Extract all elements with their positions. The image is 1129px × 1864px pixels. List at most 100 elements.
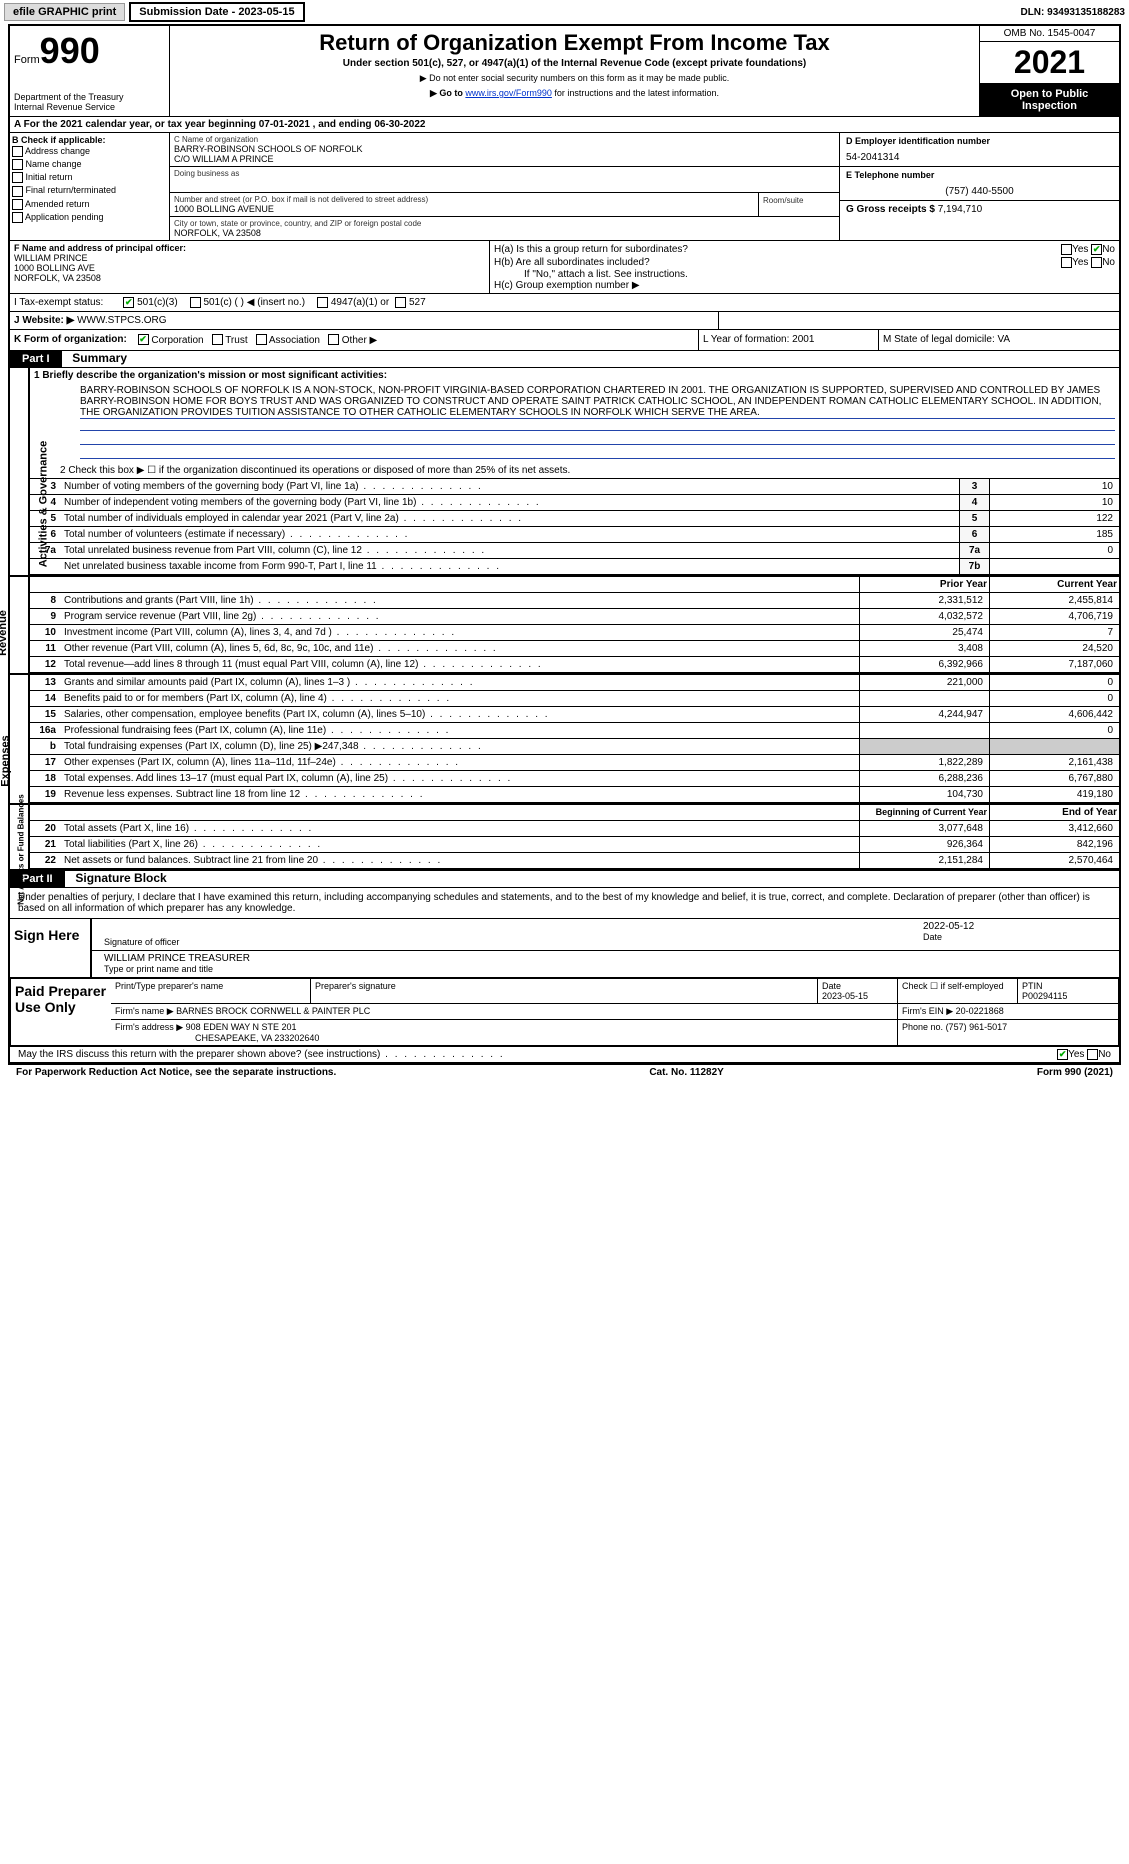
gross-label: G Gross receipts $	[846, 204, 935, 215]
officer-addr1: 1000 BOLLING AVE	[14, 263, 95, 273]
discuss-text: May the IRS discuss this return with the…	[18, 1049, 505, 1060]
sig-date: 2022-05-12	[923, 921, 974, 932]
gross-value: 7,194,710	[938, 204, 983, 215]
part1-label: Part I	[10, 351, 62, 367]
row-10: 10Investment income (Part VIII, column (…	[30, 625, 1119, 641]
name-label: C Name of organization	[174, 135, 835, 144]
row-i: I Tax-exempt status: 501(c)(3) 501(c) ( …	[10, 294, 1119, 312]
check-final-return-terminated[interactable]: Final return/terminated	[12, 184, 167, 197]
hb-yes[interactable]	[1061, 257, 1072, 268]
officer-name: WILLIAM PRINCE	[14, 253, 88, 263]
501c3-check[interactable]	[123, 297, 134, 308]
part1-header-row: Part I Summary	[10, 351, 1119, 368]
expenses-section: Expenses 13Grants and similar amounts pa…	[10, 675, 1119, 805]
row-14: 14Benefits paid to or for members (Part …	[30, 691, 1119, 707]
sub1: Under section 501(c), 527, or 4947(a)(1)…	[174, 58, 975, 69]
row-j: J Website: ▶ WWW.STPCS.ORG	[10, 312, 1119, 330]
section-bcd: B Check if applicable: Address change Na…	[10, 133, 1119, 241]
paid-preparer-block: Paid Preparer Use Only Print/Type prepar…	[10, 978, 1119, 1046]
year-header-row: Prior Year Current Year	[30, 577, 1119, 593]
website-value: WWW.STPCS.ORG	[77, 315, 166, 326]
dln: DLN: 93493135188283	[1020, 7, 1125, 18]
check-amended-return[interactable]: Amended return	[12, 198, 167, 211]
row-9: 9Program service revenue (Part VIII, lin…	[30, 609, 1119, 625]
check-name-change[interactable]: Name change	[12, 158, 167, 171]
row-b: bTotal fundraising expenses (Part IX, co…	[30, 739, 1119, 755]
org-name-1: BARRY-ROBINSON SCHOOLS OF NORFOLK	[174, 144, 835, 154]
preparer-row1: Print/Type preparer's name Preparer's si…	[111, 979, 1118, 1004]
city-label: City or town, state or province, country…	[174, 219, 835, 228]
form-header: Form990 Department of the Treasury Inter…	[10, 26, 1119, 117]
form-title: Return of Organization Exempt From Incom…	[174, 30, 975, 56]
side-gov: Activities & Governance	[37, 440, 49, 567]
col-b: B Check if applicable: Address change Na…	[10, 133, 170, 240]
row-20: 20Total assets (Part X, line 16)3,077,64…	[30, 821, 1119, 837]
row-21: 21Total liabilities (Part X, line 26)926…	[30, 837, 1119, 853]
firm-name-row: Firm's name ▶ BARNES BROCK CORNWELL & PA…	[111, 1004, 1118, 1020]
phone-row: E Telephone number (757) 440-5500	[840, 167, 1119, 201]
ha-yes[interactable]	[1061, 244, 1072, 255]
l2-row: 2 Check this box ▶ ☐ if the organization…	[30, 463, 1119, 479]
ein-label: D Employer identification number	[846, 136, 1113, 146]
discuss-row: May the IRS discuss this return with the…	[10, 1046, 1119, 1062]
side-exp: Expenses	[0, 735, 12, 786]
sub3: ▶ Go to www.irs.gov/Form990 for instruct…	[174, 88, 975, 99]
header-right: OMB No. 1545-0047 2021 Open to Public In…	[979, 26, 1119, 116]
discuss-yes[interactable]	[1057, 1049, 1068, 1060]
row-18: 18Total expenses. Add lines 13–17 (must …	[30, 771, 1119, 787]
omb-number: OMB No. 1545-0047	[980, 26, 1119, 42]
part2-title: Signature Block	[67, 869, 174, 887]
addr-label: Number and street (or P.O. box if mail i…	[174, 195, 754, 204]
hb-label: H(b) Are all subordinates included?	[494, 257, 650, 268]
hb-row: H(b) Are all subordinates included? Yes …	[494, 256, 1115, 269]
ha-no[interactable]	[1091, 244, 1102, 255]
gov-row-7b: Net unrelated business taxable income fr…	[30, 559, 1119, 575]
row-12: 12Total revenue—add lines 8 through 11 (…	[30, 657, 1119, 673]
form-word: Form	[14, 54, 40, 66]
col-d: D Employer identification number 54-2041…	[839, 133, 1119, 240]
row-k: K Form of organization: Corporation Trus…	[10, 330, 1119, 350]
hb-no[interactable]	[1091, 257, 1102, 268]
city-row: City or town, state or province, country…	[170, 217, 839, 240]
4947-check[interactable]	[317, 297, 328, 308]
ein-row: D Employer identification number 54-2041…	[840, 133, 1119, 167]
ha-row: H(a) Is this a group return for subordin…	[494, 243, 1115, 256]
check-address-change[interactable]: Address change	[12, 145, 167, 158]
row-8: 8Contributions and grants (Part VIII, li…	[30, 593, 1119, 609]
irs-link[interactable]: www.irs.gov/Form990	[465, 88, 552, 98]
irs-label: Internal Revenue Service	[14, 102, 165, 112]
open-inspection: Open to Public Inspection	[980, 84, 1119, 116]
sub2: ▶ Do not enter social security numbers o…	[174, 73, 975, 84]
page-footer: For Paperwork Reduction Act Notice, see …	[8, 1064, 1121, 1080]
dept-treasury: Department of the Treasury	[14, 92, 165, 102]
revenue-section: Revenue Prior Year Current Year 8Contrib…	[10, 575, 1119, 675]
state-domicile: M State of legal domicile: VA	[879, 330, 1119, 349]
check-application-pending[interactable]: Application pending	[12, 211, 167, 224]
discuss-no[interactable]	[1087, 1049, 1098, 1060]
name-title-line: WILLIAM PRINCE TREASURERType or print na…	[92, 951, 1119, 977]
efile-label: efile GRAPHIC print	[4, 3, 125, 21]
officer-name-title: WILLIAM PRINCE TREASURER	[104, 953, 250, 964]
501c-check[interactable]	[190, 297, 201, 308]
part1-title: Summary	[64, 349, 135, 367]
gov-row-5: 5Total number of individuals employed in…	[30, 511, 1119, 527]
row-13: 13Grants and similar amounts paid (Part …	[30, 675, 1119, 691]
org-name-2: C/O WILLIAM A PRINCE	[174, 154, 835, 164]
signature-line: Signature of officer 2022-05-12Date	[92, 919, 1119, 951]
org-name-row: C Name of organization BARRY-ROBINSON SC…	[170, 133, 839, 167]
firm-addr-row: Firm's address ▶ 908 EDEN WAY N STE 201C…	[111, 1020, 1118, 1045]
row-17: 17Other expenses (Part IX, column (A), l…	[30, 755, 1119, 771]
col-b-label: B Check if applicable:	[12, 135, 106, 145]
dba-label: Doing business as	[174, 169, 835, 178]
end-year-hdr: End of Year	[989, 805, 1119, 820]
phone-label: E Telephone number	[846, 170, 1113, 180]
room-label: Room/suite	[763, 196, 803, 205]
activities-governance-section: Activities & Governance 1 Briefly descri…	[10, 368, 1119, 575]
527-check[interactable]	[395, 297, 406, 308]
row-19: 19Revenue less expenses. Subtract line 1…	[30, 787, 1119, 803]
gov-row-3: 3Number of voting members of the governi…	[30, 479, 1119, 495]
ha-label: H(a) Is this a group return for subordin…	[494, 244, 688, 255]
declaration: Under penalties of perjury, I declare th…	[10, 888, 1119, 919]
begin-year-hdr: Beginning of Current Year	[859, 805, 989, 820]
check-initial-return[interactable]: Initial return	[12, 171, 167, 184]
